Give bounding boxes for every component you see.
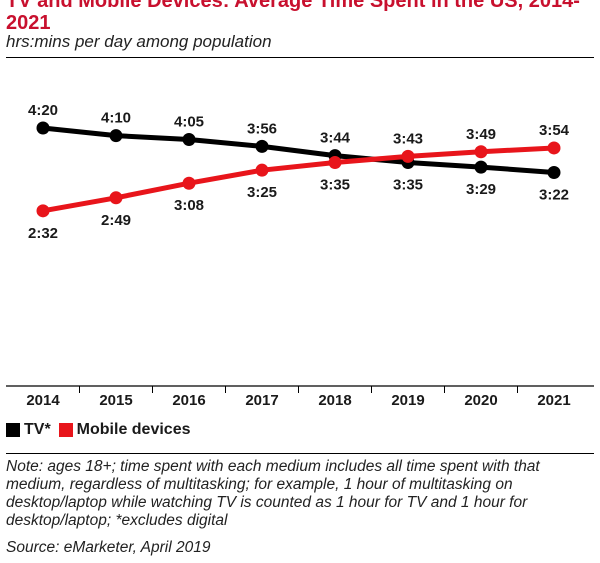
data-label-mobile-2018: 3:35: [320, 177, 350, 194]
chart-title-text: TV and Mobile Devices: Average Time Spen…: [6, 0, 580, 34]
x-tick-label-2014: 2014: [26, 392, 60, 409]
data-label-tv-2016: 4:05: [174, 114, 204, 131]
data-point-mobile-2017: [255, 163, 269, 177]
chart-subtitle: hrs:mins per day among population: [6, 32, 272, 51]
data-label-mobile-2016: 3:08: [174, 197, 204, 214]
legend: TV* Mobile devices: [6, 421, 199, 439]
data-label-mobile-2017: 3:25: [247, 184, 277, 201]
data-label-tv-2017: 3:56: [247, 120, 277, 137]
data-label-tv-2020: 3:29: [466, 181, 496, 198]
data-point-tv-2014: [36, 121, 50, 135]
line-chart: 2014 2015 2016 2017 2018 2019 2020 2021 4:20 4:10…: [6, 102, 594, 409]
chart-note: Note: ages 18+; time spent with each med…: [6, 458, 540, 529]
x-tick-label-2021: 2021: [537, 392, 570, 409]
chart-source: Source: eMarketer, April 2019: [6, 539, 211, 556]
data-point-mobile-2019: [401, 149, 415, 163]
data-label-tv-2021: 3:22: [539, 186, 569, 203]
data-point-mobile-2016: [182, 176, 196, 190]
data-label-mobile-2020: 3:49: [466, 126, 496, 143]
series-line-tv: [42, 125, 555, 175]
legend-swatch-tv: [6, 423, 20, 437]
data-point-mobile-2014: [36, 204, 50, 218]
data-point-tv-2020: [474, 160, 488, 174]
legend-swatch-mobile: [58, 423, 73, 437]
data-point-mobile-2015: [109, 191, 123, 205]
chart-title: TV and Mobile Devices: Average Time Spen…: [6, 0, 596, 34]
x-tick-label-2016: 2016: [172, 392, 205, 409]
data-label-tv-2018: 3:44: [320, 130, 351, 147]
x-tick-label-2015: 2015: [99, 392, 132, 409]
data-point-tv-2017: [255, 139, 269, 153]
data-label-mobile-2014: 2:32: [28, 225, 58, 242]
legend-item-mobile: Mobile devices: [58, 421, 191, 439]
data-point-tv-2016: [182, 133, 196, 147]
data-point-tv-2015: [109, 129, 123, 143]
data-point-mobile-2021: [547, 141, 561, 155]
x-tick-label-2020: 2020: [464, 392, 497, 409]
x-tick-label-2019: 2019: [391, 392, 424, 409]
data-label-mobile-2019: 3:43: [393, 130, 423, 147]
data-point-mobile-2018: [328, 156, 342, 170]
data-label-tv-2015: 4:10: [101, 110, 131, 127]
legend-label-tv: TV*: [24, 421, 51, 438]
title-divider: [6, 57, 594, 58]
data-point-tv-2021: [547, 165, 561, 179]
note-divider: [6, 453, 594, 454]
data-label-mobile-2015: 2:49: [101, 212, 131, 229]
data-point-mobile-2020: [474, 145, 488, 159]
x-tick-label-2018: 2018: [318, 392, 351, 409]
x-tick-label-2017: 2017: [245, 392, 278, 409]
legend-label-mobile: Mobile devices: [76, 421, 191, 438]
legend-item-tv: TV*: [6, 421, 51, 439]
data-label-tv-2019: 3:35: [393, 177, 423, 194]
series-line-mobile: [42, 145, 555, 214]
data-label-tv-2014: 4:20: [28, 102, 58, 119]
data-label-mobile-2021: 3:54: [539, 122, 570, 139]
